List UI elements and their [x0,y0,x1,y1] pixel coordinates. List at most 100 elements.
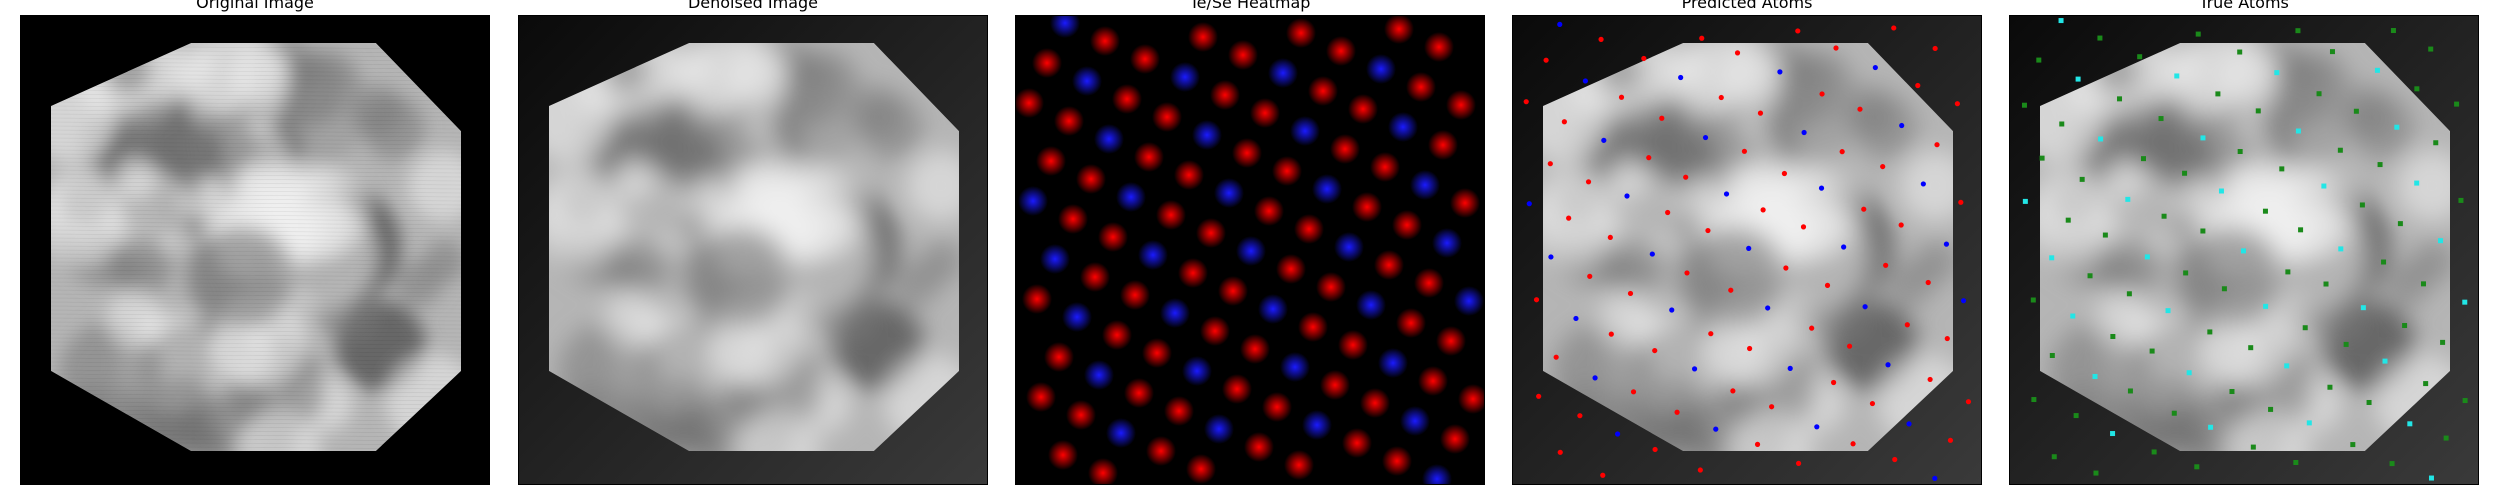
te-heat-spot [1196,218,1226,248]
te-heat-spot [1120,280,1150,310]
te-atom-marker [1708,331,1714,337]
te-atom-marker [1553,354,1559,360]
te-heat-spot [1036,146,1066,176]
te-atom-marker [1587,273,1593,279]
se-heat-spot [1366,54,1396,84]
image-frame [1512,15,1982,485]
te-atom-marker [2161,213,2167,219]
se-atom-marker [1678,74,1684,81]
te-atom-marker [2021,102,2027,108]
se-atom-marker [1943,241,1950,247]
se-heat-spot [1084,360,1114,390]
te-atom-marker [1536,393,1542,399]
te-atom-marker [1566,215,1572,221]
te-atom-marker [1934,142,1940,148]
te-atom-marker [1741,148,1748,154]
te-atom-marker [2207,329,2213,335]
te-atom-marker [2137,54,2143,60]
te-atom-marker [2079,176,2085,182]
te-heat-spot [1146,436,1176,466]
te-heat-spot [1130,44,1160,74]
se-atom-marker [2208,424,2214,430]
te-atom-marker [2329,49,2335,55]
te-heat-spot [1188,22,1218,52]
te-atom-marker [2262,208,2268,214]
te-atom-marker [1705,227,1711,234]
se-heat-spot [1410,170,1440,200]
se-heat-spot [1204,414,1234,444]
te-heat-spot [1098,222,1128,252]
se-heat-spot [1334,232,1364,262]
se-atom-marker [1573,315,1579,322]
se-atom-marker [1557,21,1563,27]
te-atom-marker [2039,155,2045,161]
te-heat-spot [1218,276,1248,306]
se-heat-spot [1422,464,1452,484]
se-atom-marker [2438,238,2444,244]
te-atom-marker [1880,163,1886,170]
te-heat-spot [1026,382,1056,412]
te-atom-marker [1857,106,1863,112]
se-atom-marker [2295,128,2301,134]
te-atom-marker [2323,281,2329,287]
te-heat-spot [1440,424,1470,454]
se-atom-marker [2022,198,2028,204]
te-heat-spot [1048,440,1078,470]
te-atom-marker [1947,437,1954,443]
te-atom-marker [1543,57,1549,63]
te-atom-marker [2117,96,2123,102]
te-atom-marker [1795,28,1801,34]
te-heat-spot [1396,308,1426,338]
te-atom-marker [2097,35,2103,41]
te-heat-spot [1316,272,1346,302]
te-atom-marker [2151,449,2157,455]
te-heat-spot [1164,396,1194,426]
te-atom-marker [2420,281,2426,287]
te-atom-marker [1652,446,1658,453]
te-atom-marker [2343,341,2349,347]
te-atom-marker [1830,379,1837,386]
te-atom-marker [1557,449,1563,455]
te-atom-marker [1684,270,1690,276]
panel-title: Te/Se Heatmap [1189,0,1311,12]
se-heat-spot [1040,244,1070,274]
te-heat-spot [1080,262,1110,292]
se-atom-marker [2218,188,2224,194]
panel-denoised: Denoised Image [518,0,988,500]
te-heat-spot [1424,32,1454,62]
te-heat-spot [1142,338,1172,368]
se-atom-marker [1814,424,1820,430]
te-atom-marker [1904,322,1910,328]
te-heat-spot [1222,374,1252,404]
te-atom-marker [1646,155,1652,161]
te-atom-marker [1861,206,1867,212]
te-atom-marker [2454,101,2460,107]
se-atom-marker [2125,196,2131,202]
te-heat-spot [1406,72,1436,102]
se-heat-spot [1214,178,1244,208]
te-heat-spot [1186,454,1216,484]
te-heat-spot [1254,196,1284,226]
te-heat-spot [1446,90,1476,120]
te-atom-marker [2433,140,2439,146]
te-heat-spot [1272,156,1302,186]
te-atom-marker [2443,435,2449,441]
se-heat-spot [1094,124,1124,154]
se-atom-marker [2058,18,2064,24]
panel-title: Predicted Atoms [1681,0,1813,12]
te-atom-marker [2337,147,2343,153]
te-heat-spot [1044,342,1074,372]
se-heat-spot [1072,66,1102,96]
se-heat-spot [1268,58,1298,88]
se-atom-marker [2098,136,2104,142]
te-atom-marker [1728,287,1734,293]
te-atom-marker [1630,389,1637,395]
te-atom-marker [1833,45,1839,51]
te-heat-spot [1342,428,1372,458]
te-heat-spot [1320,370,1350,400]
te-atom-marker [2059,121,2065,127]
te-atom-marker [1795,460,1802,466]
te-atom-marker [2237,49,2243,55]
se-atom-marker [2407,421,2413,427]
te-heat-spot [1428,130,1458,160]
